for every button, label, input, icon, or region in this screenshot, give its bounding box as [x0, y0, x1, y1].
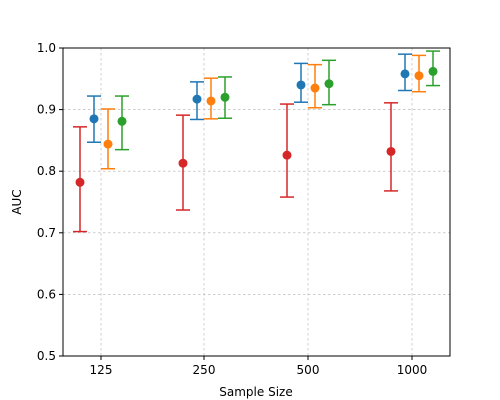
error-bar-group [190, 81, 204, 121]
data-point [414, 71, 424, 81]
error-bar-group [204, 77, 218, 120]
x-axis-label: Sample Size [219, 385, 292, 399]
error-bar-group [176, 114, 190, 211]
error-bar-group [412, 54, 426, 93]
data-point [103, 139, 113, 149]
y-tick-label: 0.6 [37, 287, 56, 301]
data-point [296, 80, 306, 90]
grid-layer [63, 47, 450, 357]
x-tick-label: 1000 [397, 363, 428, 377]
error-bar-group [115, 95, 129, 151]
data-point [282, 150, 292, 160]
ticks-layer: 0.5 0.6 0.7 0.8 0.9 1.0 125 250 500 1000 [37, 41, 427, 377]
data-point [89, 114, 99, 124]
error-bar-group [308, 63, 322, 109]
data-point [324, 79, 334, 89]
error-bar-group [398, 53, 412, 92]
data-point [386, 146, 396, 156]
y-tick-label: 0.8 [37, 164, 56, 178]
y-tick-label: 0.5 [37, 349, 56, 363]
data-point [178, 158, 188, 168]
data-point [192, 94, 202, 104]
error-bar-group [280, 103, 294, 198]
error-bar-group [384, 102, 398, 192]
data-point [206, 96, 216, 106]
marks-layer [73, 50, 440, 233]
y-tick-label: 1.0 [37, 41, 56, 55]
data-point [75, 177, 85, 187]
y-axis-label: AUC [10, 189, 24, 214]
y-tick-label: 0.9 [37, 103, 56, 117]
error-bar-group [87, 95, 101, 143]
x-tick-label: 500 [297, 363, 320, 377]
error-bar-group [426, 50, 440, 87]
error-bar-group [322, 59, 336, 106]
plot-frame [62, 47, 451, 357]
data-point [310, 83, 320, 93]
error-bar-group [73, 126, 87, 233]
x-tick-label: 125 [90, 363, 113, 377]
error-bar-group [101, 108, 115, 170]
error-bar-group [218, 76, 232, 119]
data-point [117, 116, 127, 126]
data-point [428, 66, 438, 76]
y-tick-label: 0.7 [37, 226, 56, 240]
data-point [220, 92, 230, 102]
data-point [400, 69, 410, 79]
x-tick-label: 250 [193, 363, 216, 377]
error-bar-group [294, 62, 308, 103]
